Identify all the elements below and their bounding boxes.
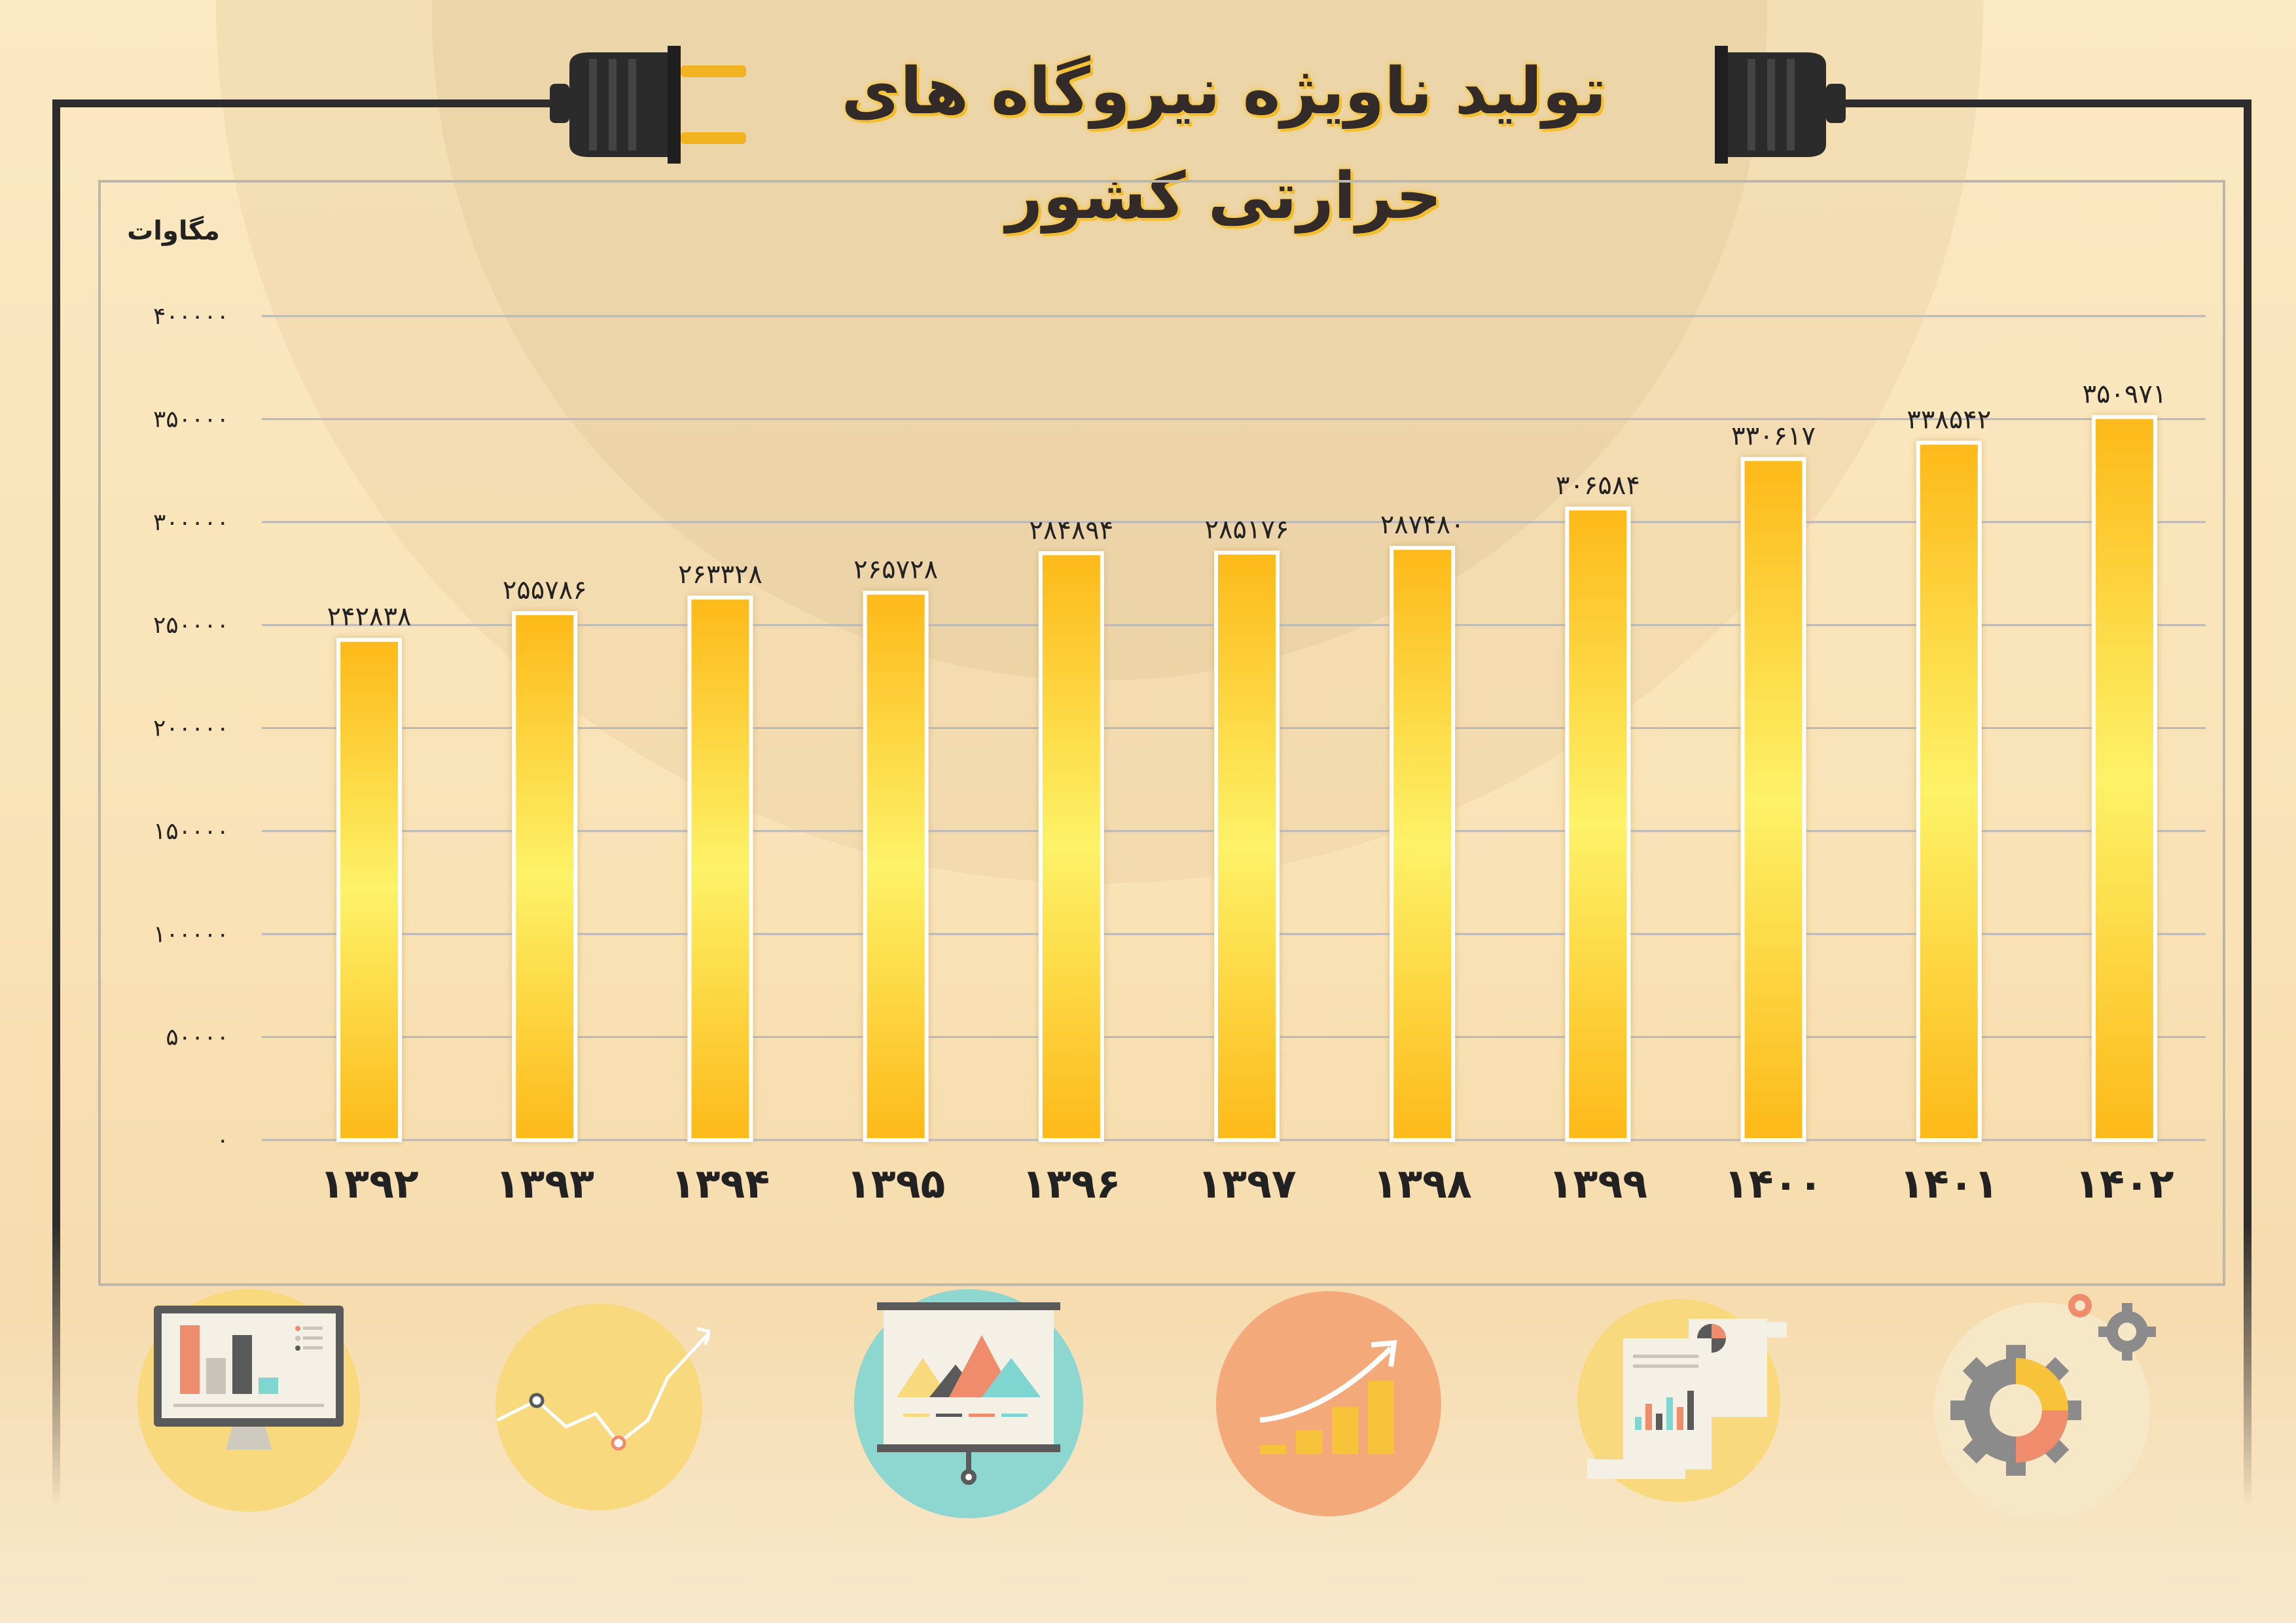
y-tick-label: ۲۰۰۰۰۰ <box>153 715 229 742</box>
bar <box>687 596 753 1142</box>
bar-value-label: ۲۴۲۸۳۸ <box>327 602 412 632</box>
bar-value-label: ۳۳۰۶۱۷ <box>1731 421 1816 451</box>
x-tick-label: ۱۳۹۸ <box>1372 1160 1471 1207</box>
bar <box>1740 457 1806 1143</box>
chart-frame <box>98 180 2225 1286</box>
bar-value-label: ۳۰۶۵۸۴ <box>1556 471 1640 501</box>
y-tick-label: ۰ <box>217 1127 229 1154</box>
y-axis-label: مگاوات <box>127 216 220 246</box>
x-tick-label: ۱۳۹۹ <box>1549 1160 1647 1207</box>
bar-value-label: ۲۸۵۱۷۶ <box>1205 514 1289 544</box>
page-title: تولید ناویژه نیروگاه های حرارتی کشور <box>841 54 1607 234</box>
presentation-board-icon <box>854 1289 1083 1518</box>
y-tick-label: ۱۰۰۰۰۰ <box>153 921 229 948</box>
bar <box>512 611 578 1142</box>
report-documents-icon <box>1577 1299 1787 1502</box>
y-tick-label: ۴۰۰۰۰۰ <box>153 303 229 330</box>
bar <box>2091 415 2157 1143</box>
bar-value-label: ۲۵۵۷۸۶ <box>503 575 587 605</box>
bar-value-label: ۲۸۴۸۹۴ <box>1029 515 1113 545</box>
y-tick-label: ۲۵۰۰۰۰ <box>153 612 229 639</box>
right-wire-top <box>1826 99 2251 107</box>
x-tick-label: ۱۳۹۵ <box>846 1160 945 1207</box>
bar-chart: ۰ ۵۰۰۰۰ ۱۰۰۰۰۰ ۱۵۰۰۰۰ ۲۰۰۰۰۰ ۲۵۰۰۰۰ ۳۰۰۰۰۰ ۳۵۰۰… <box>153 303 2206 1207</box>
y-tick-label: ۱۵۰۰۰۰ <box>153 818 229 845</box>
monitor-chart-icon <box>137 1289 360 1512</box>
right-plug-icon <box>1715 46 1846 164</box>
x-tick-label: ۱۳۹۳ <box>495 1160 595 1207</box>
growth-bars-icon <box>1216 1291 1441 1516</box>
y-tick-label: ۵۰۰۰۰ <box>166 1024 229 1051</box>
gears-icon <box>1934 1294 2156 1518</box>
bar <box>1565 507 1631 1142</box>
x-tick-label: ۱۳۹۲ <box>319 1160 419 1207</box>
bar <box>1038 551 1104 1142</box>
x-tick-label: ۱۳۹۷ <box>1197 1160 1296 1207</box>
left-plug-icon <box>550 46 746 164</box>
bar-value-label: ۲۶۵۷۲۸ <box>853 555 938 585</box>
line-trend-icon <box>495 1304 710 1510</box>
bar <box>863 590 929 1142</box>
x-tick-label: ۱۳۹۶ <box>1022 1160 1121 1207</box>
y-tick-label: ۳۵۰۰۰۰ <box>153 406 229 433</box>
bar-value-label: ۲۶۳۳۲۸ <box>678 560 762 590</box>
x-tick-label: ۱۴۰۱ <box>1899 1160 1998 1207</box>
bar <box>1214 550 1280 1142</box>
bar <box>1390 546 1456 1142</box>
bar-value-label: ۳۵۰۹۷۱ <box>2082 379 2166 409</box>
right-wire-side <box>2244 99 2251 1507</box>
x-tick-label: ۱۴۰۰ <box>1724 1160 1823 1207</box>
x-tick-label: ۱۳۹۴ <box>671 1160 770 1207</box>
bar <box>336 637 403 1142</box>
bar-value-label: ۳۳۸۵۴۲ <box>1907 404 1991 435</box>
y-tick-label: ۳۰۰۰۰۰ <box>153 509 229 536</box>
bar-value-label: ۲۸۷۴۸۰ <box>1380 510 1465 540</box>
left-wire-top <box>52 99 556 107</box>
bar <box>1916 440 1982 1142</box>
x-tick-label: ۱۴۰۲ <box>2075 1160 2174 1207</box>
left-wire-side <box>52 99 60 1507</box>
